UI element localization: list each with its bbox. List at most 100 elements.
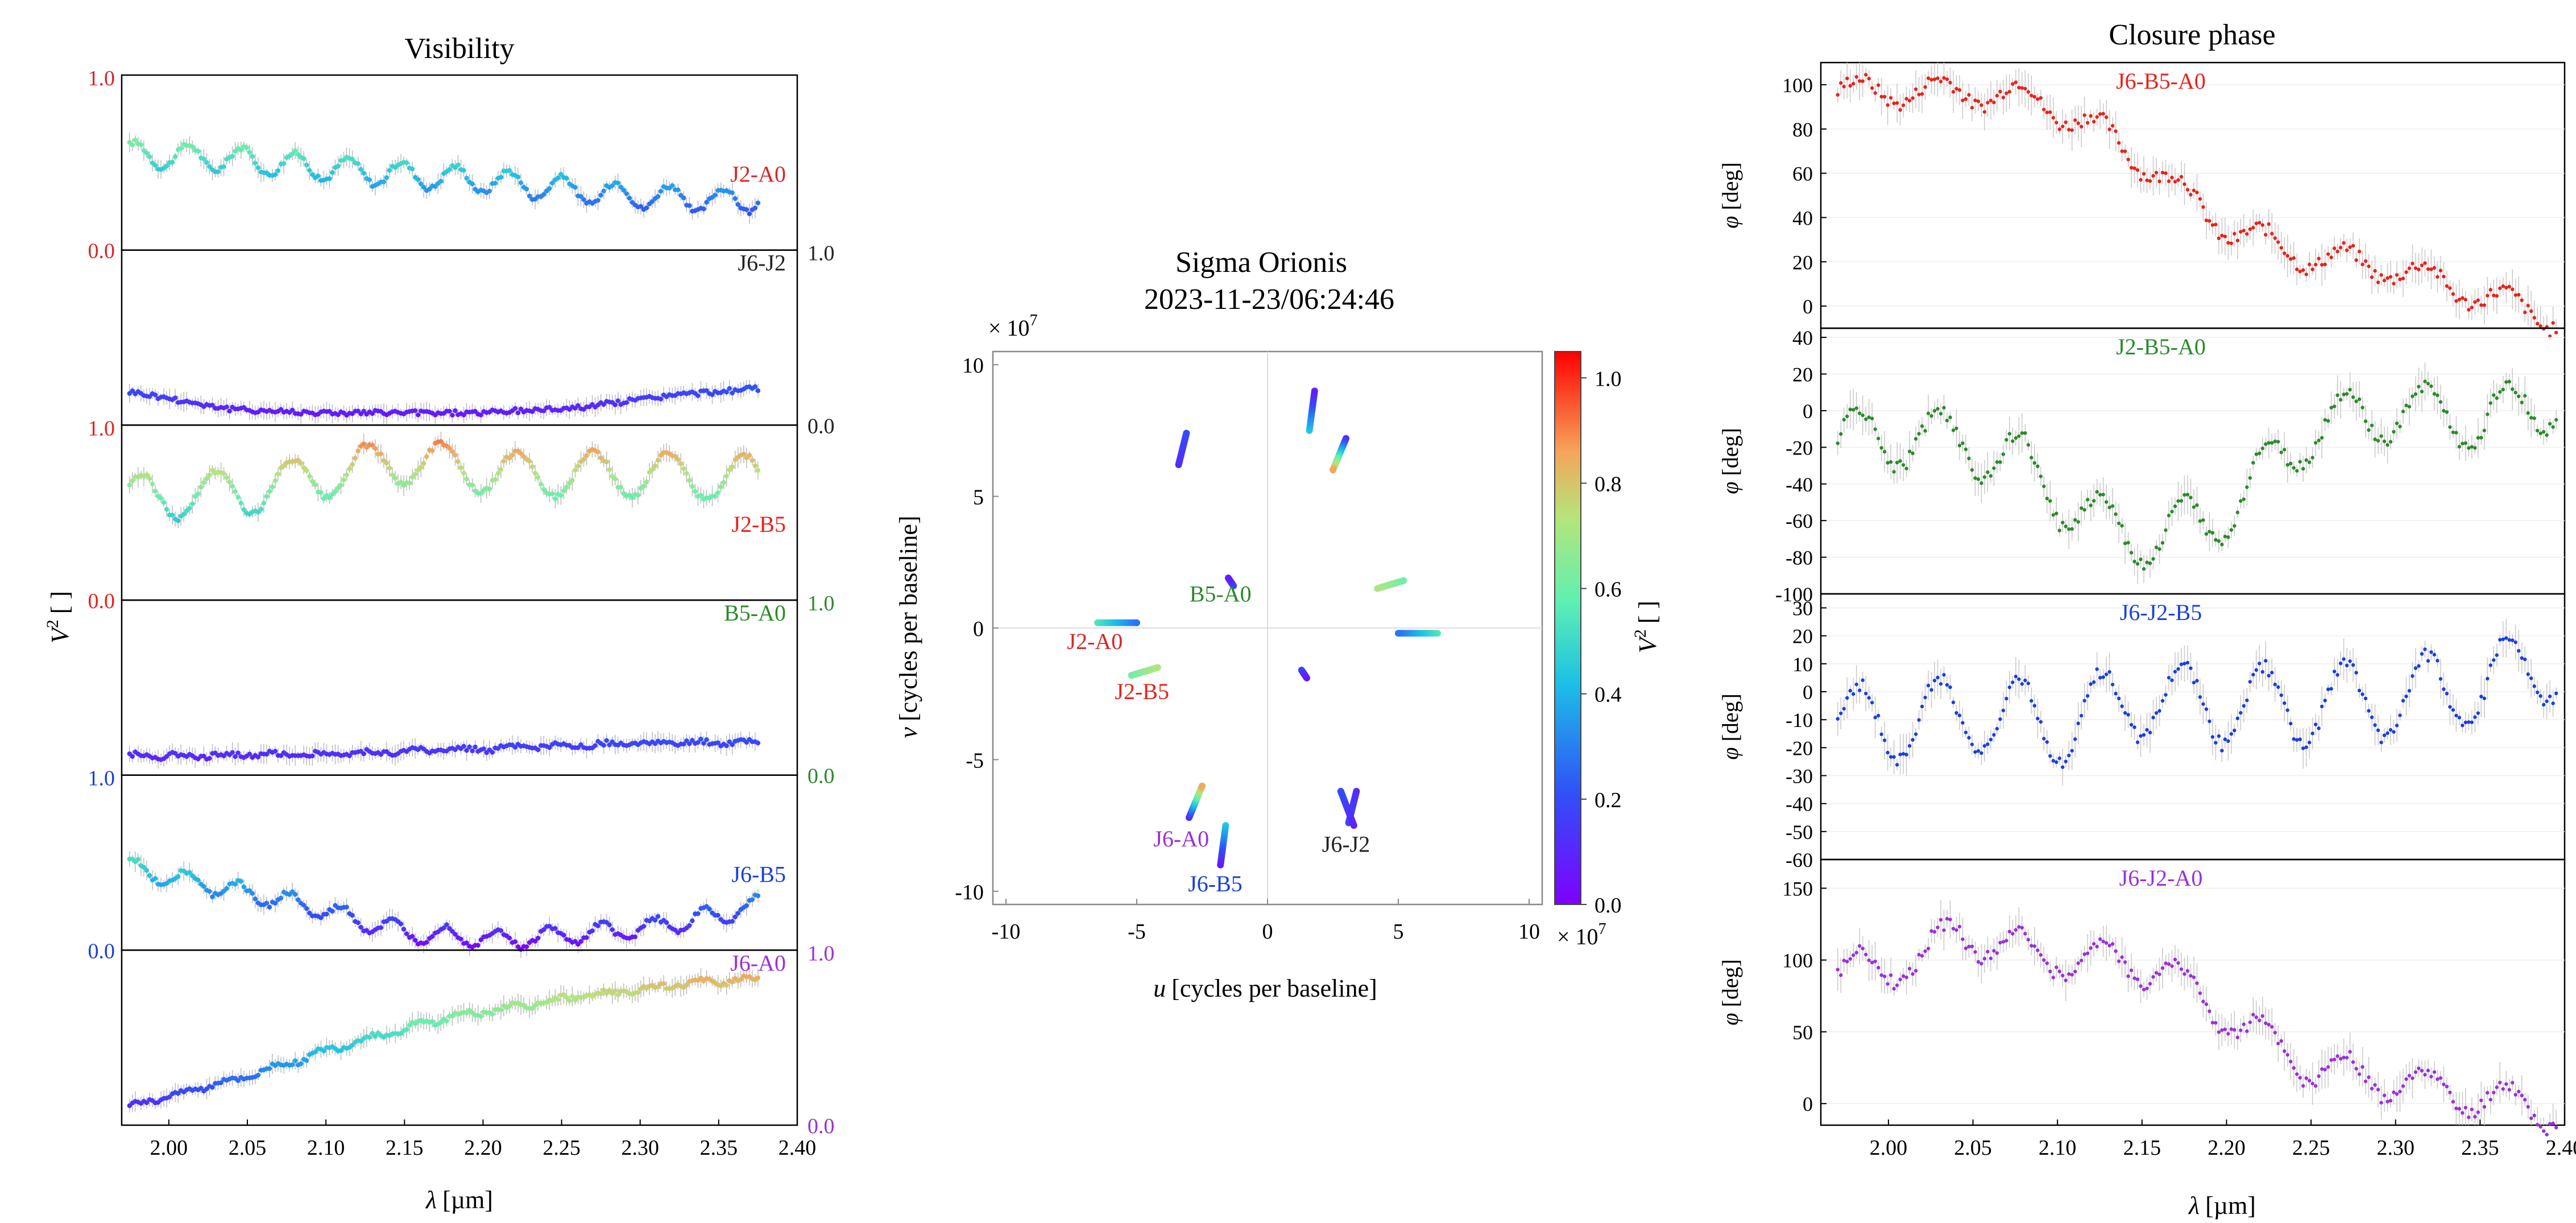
closure-phase-point bbox=[2223, 534, 2227, 539]
visibility-point bbox=[127, 482, 132, 487]
closure-phase-point bbox=[2520, 656, 2524, 660]
closure-phase-point bbox=[2001, 708, 2006, 713]
closure-phase-point bbox=[2438, 400, 2443, 404]
visibility-point bbox=[141, 865, 147, 870]
visibility-point bbox=[492, 180, 498, 186]
visibility-point bbox=[361, 751, 366, 757]
visibility-point bbox=[438, 439, 444, 444]
visibility-point bbox=[278, 895, 284, 901]
closure-phase-point bbox=[1926, 411, 1931, 415]
closure-phase-point bbox=[2217, 539, 2221, 543]
closure-phase-point bbox=[2042, 484, 2046, 489]
visibility-point bbox=[430, 933, 435, 939]
visibility-baseline-label: J6-A0 bbox=[730, 950, 786, 976]
closure-phase-point bbox=[2457, 445, 2462, 449]
visibility-point bbox=[430, 448, 435, 453]
closure-phase-point bbox=[1961, 937, 1965, 941]
visibility-point bbox=[150, 481, 155, 486]
closure-phase-point bbox=[2470, 445, 2474, 449]
closure-phase-point bbox=[2535, 690, 2540, 695]
closure-phase-point bbox=[2482, 1105, 2486, 1109]
closure-phase-point bbox=[2239, 499, 2243, 503]
closure-phase-point bbox=[2235, 716, 2240, 721]
closure-phase-point bbox=[2438, 268, 2443, 272]
visibility-point bbox=[550, 491, 555, 497]
visibility-point bbox=[755, 741, 761, 746]
closure-phase-point bbox=[2089, 946, 2093, 950]
closure-phase-point bbox=[2517, 292, 2521, 297]
closure-phase-point bbox=[2379, 741, 2383, 745]
closure-phase-point bbox=[2273, 236, 2277, 240]
closure-phase-point bbox=[2292, 737, 2296, 741]
closure-phase-point bbox=[1973, 950, 1977, 954]
visibility-panel-tick-top: 1.0 bbox=[88, 767, 115, 791]
uv-y-tick-label: 0 bbox=[973, 617, 984, 641]
visibility-point bbox=[387, 465, 392, 471]
closure-phase-point bbox=[1951, 90, 1956, 94]
visibility-point bbox=[164, 163, 169, 168]
visibility-point bbox=[196, 878, 201, 883]
visibility-point bbox=[755, 468, 761, 473]
closure-phase-point bbox=[1876, 713, 1881, 718]
closure-phase-point bbox=[2264, 233, 2268, 237]
closure-phase-point bbox=[1898, 108, 1902, 112]
closure-phase-point bbox=[1879, 973, 1883, 977]
visibility-point bbox=[518, 451, 524, 456]
closure-phase-point bbox=[2379, 273, 2383, 277]
visibility-point bbox=[130, 754, 135, 759]
closure-phase-point bbox=[2154, 171, 2159, 175]
visibility-point bbox=[250, 891, 255, 896]
visibility-point bbox=[338, 1048, 343, 1053]
uv-x-axis-label: u [cycles per baseline] bbox=[1153, 974, 1377, 1002]
closure-phase-point bbox=[1936, 925, 1940, 929]
closure-phase-point bbox=[2451, 1100, 2455, 1104]
visibility-point bbox=[421, 184, 426, 190]
closure-phase-point bbox=[1961, 441, 1965, 445]
visibility-point bbox=[541, 192, 546, 197]
closure-phase-point bbox=[1857, 411, 1862, 415]
closure-phase-point bbox=[2554, 330, 2558, 334]
closure-phase-y-tick-label: -40 bbox=[1786, 793, 1813, 816]
closure-phase-point bbox=[1939, 918, 1943, 922]
visibility-point bbox=[704, 388, 709, 393]
closure-phase-point bbox=[2454, 299, 2458, 303]
closure-phase-point bbox=[2185, 660, 2190, 665]
closure-phase-point bbox=[2204, 707, 2209, 711]
closure-phase-point bbox=[1986, 949, 1990, 954]
closure-phase-point bbox=[2073, 737, 2077, 741]
closure-phase-point bbox=[2157, 972, 2161, 976]
closure-phase-point bbox=[2332, 1057, 2337, 1061]
closure-phase-point bbox=[2448, 1090, 2452, 1094]
closure-phase-point bbox=[2233, 728, 2237, 733]
closure-phase-point bbox=[1879, 732, 1883, 737]
visibility-point bbox=[655, 194, 661, 199]
closure-phase-point bbox=[2120, 524, 2124, 528]
closure-phase-panels: 020406080100φ[deg]J6-B5-A0-100-80-60-40-… bbox=[1717, 61, 2566, 1137]
closure-phase-point bbox=[1986, 742, 1990, 746]
closure-phase-point bbox=[1888, 96, 1893, 100]
closure-phase-point bbox=[1948, 81, 1952, 85]
closure-phase-point bbox=[2338, 398, 2343, 402]
closure-phase-point bbox=[2285, 1053, 2289, 1057]
closure-phase-point bbox=[2351, 663, 2355, 667]
closure-phase-point bbox=[1936, 407, 1940, 411]
closure-phase-point bbox=[2482, 303, 2486, 307]
visibility-baseline-label: B5-A0 bbox=[724, 600, 786, 626]
visibility-point bbox=[649, 199, 655, 204]
closure-phase-point bbox=[2070, 527, 2074, 531]
visibility-panel-tick-top: 1.0 bbox=[88, 416, 115, 440]
visibility-point bbox=[713, 192, 718, 198]
visibility-point bbox=[593, 743, 598, 748]
closure-phase-point bbox=[1879, 446, 1883, 450]
closure-phase-point bbox=[1967, 736, 1971, 740]
visibility-point bbox=[196, 491, 201, 497]
closure-phase-point bbox=[2354, 1067, 2358, 1071]
closure-phase-point bbox=[2507, 1088, 2511, 1092]
visibility-point bbox=[584, 935, 589, 940]
closure-phase-point bbox=[1861, 79, 1865, 83]
closure-phase-point bbox=[1886, 103, 1890, 107]
visibility-point bbox=[481, 746, 486, 751]
visibility-point bbox=[470, 748, 475, 754]
closure-phase-point bbox=[2342, 241, 2346, 245]
